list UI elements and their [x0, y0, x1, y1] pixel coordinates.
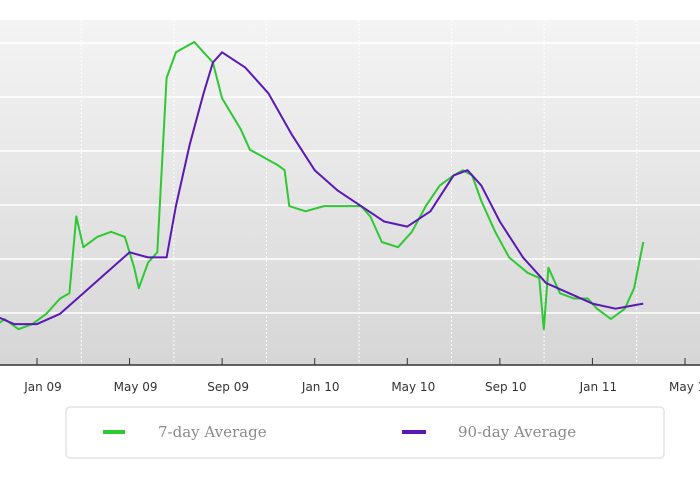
legend: 7-day Average 90-day Average: [65, 406, 665, 459]
plot-area: [0, 20, 700, 365]
x-tick-label: May 09: [114, 380, 158, 394]
series-layer: [0, 41, 645, 331]
series-line-7-day-average: [0, 41, 645, 331]
grid-lines: [0, 20, 700, 365]
x-tick-label: Sep 10: [485, 380, 527, 394]
x-tick-label: May 11: [669, 380, 700, 394]
legend-label-7day: 7-day Average: [158, 423, 267, 441]
x-tick-label: Jan 10: [301, 380, 340, 394]
x-tick-label: Jan 11: [579, 380, 618, 394]
legend-box: [65, 406, 665, 459]
x-tick-label: Jan 09: [23, 380, 62, 394]
series-line-90-day-average: [0, 51, 644, 326]
x-tick-label: May 10: [391, 380, 435, 394]
x-tick-label: Sep 09: [207, 380, 249, 394]
legend-label-90day: 90-day Average: [458, 423, 576, 441]
x-tick-labels: Jan 09 May 09 Sep 09 Jan 10 May 10 Sep 10 Jan …: [23, 358, 700, 394]
